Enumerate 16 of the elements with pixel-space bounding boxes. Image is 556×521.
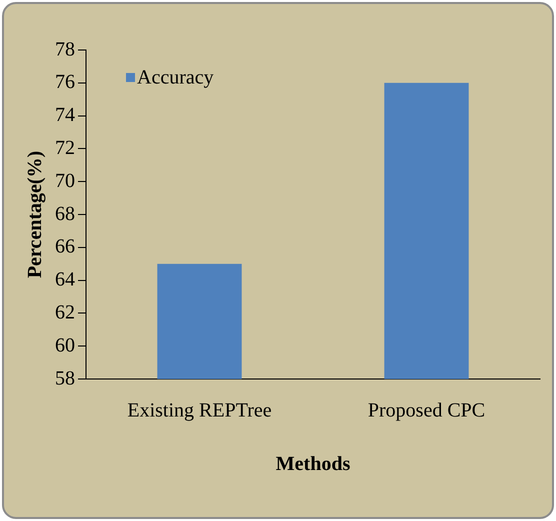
y-tick-label: 62 [55,301,75,324]
y-tick-label: 68 [55,202,75,225]
y-axis-title: Percentage(%) [24,150,46,278]
y-tick-label: 58 [55,367,75,390]
x-tick-label: Proposed CPC [368,399,486,422]
x-axis-title: Methods [276,453,350,476]
y-tick-label: 74 [55,104,75,126]
y-tick-label: 76 [55,71,75,94]
y-tick-label: 72 [55,136,75,159]
x-tick-label: Existing REPTree [127,399,272,422]
y-tick-label: 78 [55,38,75,60]
legend-label: Accuracy [137,66,214,88]
y-tick-label: 60 [55,334,75,356]
y-tick-label: 70 [55,170,75,192]
y-tick-label: 64 [55,268,75,291]
y-tick-label: 66 [55,236,75,258]
